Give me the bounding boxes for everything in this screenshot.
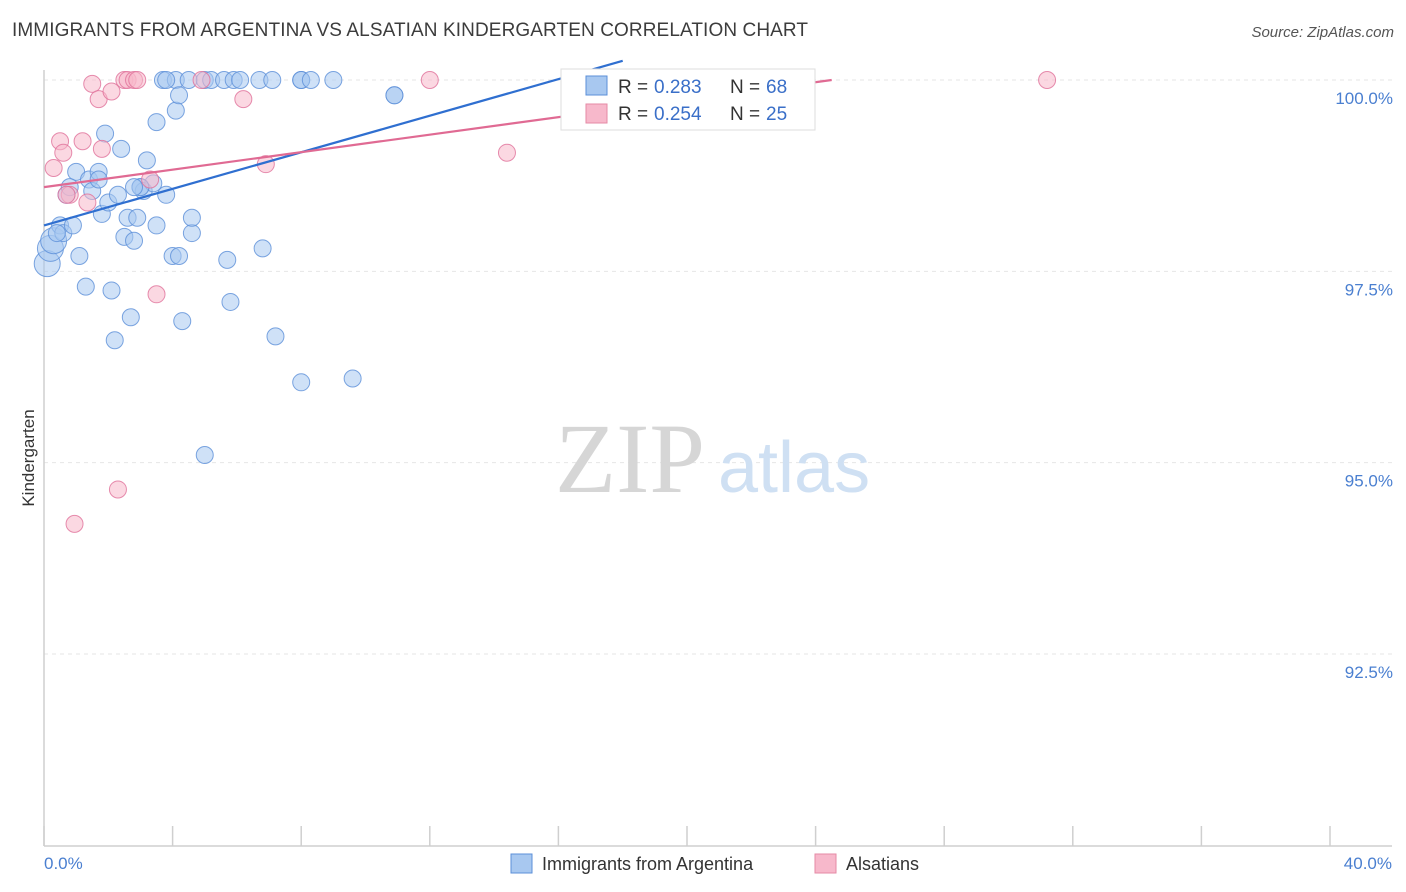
point-argentina [343, 369, 362, 388]
point-argentina [182, 224, 201, 243]
point-alsatians [65, 514, 84, 533]
point-alsatians [54, 143, 73, 162]
point-argentina [170, 247, 189, 266]
chart-title: IMMIGRANTS FROM ARGENTINA VS ALSATIAN KI… [12, 20, 809, 41]
point-argentina [137, 151, 156, 170]
point-argentina [147, 216, 166, 235]
point-argentina [173, 312, 192, 331]
legend-r-value-argentina: 0.283 [654, 77, 702, 98]
point-argentina [301, 71, 320, 89]
watermark: ZIP atlas [555, 403, 870, 514]
point-argentina [324, 71, 343, 89]
point-argentina [292, 373, 311, 392]
bottom-legend-label-argentina: Immigrants from Argentina [542, 854, 754, 874]
legend-r-label-argentina: R = [618, 77, 648, 98]
legend-n-label-argentina: N = [730, 77, 760, 98]
y-axis-labels: 92.5% 95.0% 97.5% 100.0% [1335, 89, 1393, 682]
point-alsatians [92, 139, 111, 158]
y-tick-label: 92.5% [1345, 663, 1393, 682]
data-points [33, 71, 1057, 533]
trendline-argentina [43, 59, 624, 227]
point-argentina [47, 224, 66, 243]
watermark-atlas: atlas [718, 428, 870, 508]
point-argentina [128, 208, 147, 227]
point-argentina [231, 71, 250, 89]
point-alsatians [420, 71, 439, 89]
point-argentina [221, 292, 240, 311]
point-argentina [195, 446, 214, 465]
point-argentina [96, 124, 115, 143]
x-axis-ticks [43, 826, 1331, 846]
source-label: Source: ZipAtlas.com [1251, 24, 1394, 41]
bottom-legend-swatch-argentina [510, 853, 533, 874]
legend-r-label-alsatians: R = [618, 104, 648, 125]
point-alsatians [102, 82, 121, 101]
x-tick-label-min: 0.0% [44, 854, 83, 873]
legend-n-label-alsatians: N = [730, 104, 760, 125]
point-alsatians [78, 193, 97, 212]
point-argentina [266, 327, 285, 346]
bottom-legend-label-alsatians: Alsatians [846, 854, 919, 874]
point-alsatians [57, 185, 76, 204]
point-argentina [166, 101, 185, 120]
point-argentina [105, 331, 124, 350]
point-argentina [263, 71, 282, 89]
point-argentina [157, 71, 176, 89]
point-alsatians [1038, 71, 1057, 89]
point-argentina [182, 208, 201, 227]
point-alsatians [44, 159, 63, 178]
point-alsatians [108, 480, 127, 499]
y-tick-label: 97.5% [1345, 280, 1393, 299]
x-tick-label-max: 40.0% [1344, 854, 1392, 873]
point-alsatians [147, 285, 166, 304]
legend-r-value-alsatians: 0.254 [654, 104, 702, 125]
gridlines [44, 79, 1392, 655]
axes [43, 70, 1392, 847]
point-argentina [170, 86, 189, 105]
point-argentina [147, 113, 166, 132]
point-alsatians [128, 71, 147, 89]
legend-n-value-alsatians: 25 [766, 104, 787, 125]
point-alsatians [83, 74, 102, 93]
legend-swatch-alsatians [585, 103, 608, 124]
y-tick-label: 95.0% [1345, 472, 1393, 491]
point-argentina [218, 250, 237, 269]
bottom-legend: Immigrants from Argentina Alsatians [510, 853, 919, 874]
legend-n-value-argentina: 68 [766, 77, 787, 98]
point-argentina [121, 308, 140, 327]
point-alsatians [497, 143, 516, 162]
point-argentina [108, 185, 127, 204]
point-argentina [385, 86, 404, 105]
point-argentina [253, 239, 272, 258]
point-argentina [125, 178, 144, 197]
y-tick-label: 100.0% [1335, 89, 1393, 108]
point-alsatians [141, 170, 160, 189]
point-alsatians [73, 132, 92, 151]
y-axis-title: Kindergarten [19, 409, 38, 506]
bottom-legend-swatch-alsatians [814, 853, 837, 874]
watermark-zip: ZIP [555, 403, 705, 514]
stats-legend: R = 0.283 N = 68 R = 0.254 N = 25 [560, 68, 816, 131]
point-argentina [76, 277, 95, 296]
legend-swatch-argentina [585, 75, 608, 96]
point-alsatians [192, 71, 211, 89]
point-argentina [125, 231, 144, 250]
point-argentina [112, 139, 131, 158]
point-argentina [102, 281, 121, 300]
point-argentina [70, 247, 89, 266]
point-alsatians [234, 90, 253, 109]
